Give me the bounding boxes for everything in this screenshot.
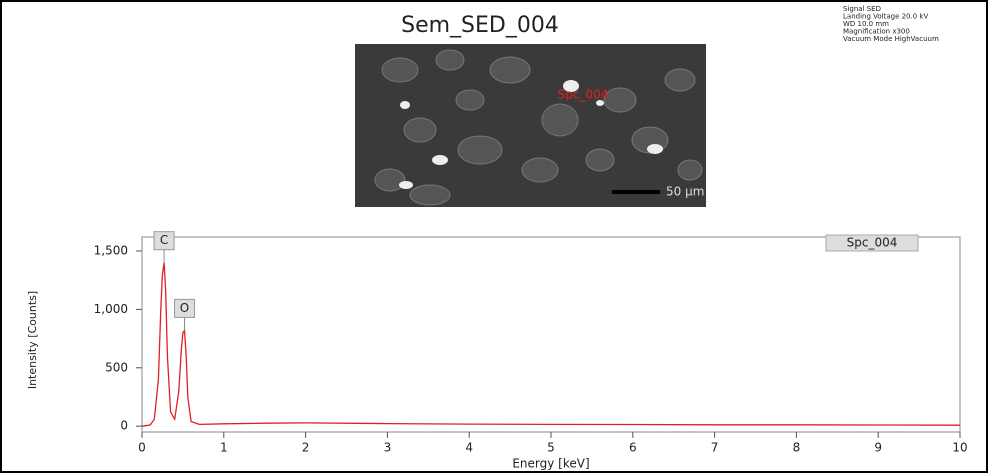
x-tick-label: 4	[465, 441, 473, 455]
x-tick-label: 9	[874, 441, 882, 455]
x-tick-label: 10	[952, 441, 967, 455]
peak-label: C	[160, 233, 168, 247]
y-tick-label: 1,500	[94, 244, 128, 258]
legend-label: Spc_004	[847, 236, 898, 250]
x-tick-label: 0	[138, 441, 146, 455]
metadata-line: Vacuum Mode HighVacuum	[843, 35, 939, 43]
x-tick-label: 5	[547, 441, 555, 455]
y-axis-title: Intensity [Counts]	[26, 291, 39, 389]
x-tick-label: 6	[629, 441, 637, 455]
x-tick-label: 8	[793, 441, 801, 455]
peak-label: O	[180, 301, 189, 315]
x-tick-label: 3	[384, 441, 392, 455]
x-tick-label: 2	[302, 441, 310, 455]
x-axis-title: Energy [keV]	[512, 457, 589, 471]
sem-image: Spc_004 50 µm	[355, 44, 706, 207]
marker-label: Spc_004	[558, 88, 609, 102]
scale-label: 50 µm	[666, 185, 704, 199]
title: Sem_SED_004	[401, 13, 559, 38]
y-tick-label: 1,000	[94, 302, 128, 316]
x-tick-label: 7	[711, 441, 719, 455]
x-tick-label: 1	[220, 441, 228, 455]
y-tick-label: 0	[120, 419, 128, 433]
y-tick-label: 500	[105, 360, 128, 374]
report: Sem_SED_004 Signal SEDLanding Voltage 20…	[0, 0, 988, 473]
